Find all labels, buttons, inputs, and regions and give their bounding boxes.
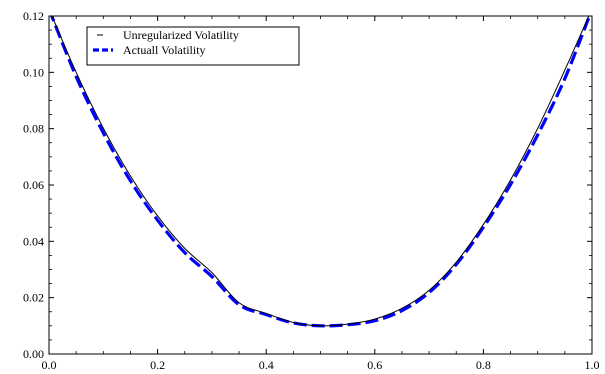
- legend-label: Actuall Volatility: [123, 43, 206, 57]
- x-tick-label: 0.4: [259, 358, 274, 372]
- x-tick-label: 1.0: [585, 358, 600, 372]
- y-tick-label: 0.00: [23, 347, 44, 361]
- y-tick-label: 0.10: [23, 65, 44, 79]
- y-tick-label: 0.02: [23, 291, 44, 305]
- x-tick-label: 0.8: [476, 358, 491, 372]
- x-tick-label: 0.2: [150, 358, 165, 372]
- legend-box: [86, 26, 300, 66]
- y-tick-label: 0.06: [23, 178, 44, 192]
- y-tick-label: 0.04: [23, 234, 44, 248]
- y-axis: 0.00 0.02 0.04 0.06 0.08 0.10 0.12: [23, 9, 592, 361]
- series-line-unregularized-volatility: [51, 16, 590, 327]
- x-tick-label: 0.6: [367, 358, 382, 372]
- y-tick-label: 0.12: [23, 9, 44, 23]
- x-tick-label: 0.0: [42, 358, 57, 372]
- legend-label: Unregularized Volatility: [123, 28, 239, 42]
- x-axis: 0.0 0.2 0.4 0.6 0.8 1.0: [42, 16, 600, 372]
- y-tick-label: 0.08: [23, 122, 44, 136]
- plot-curves: [50, 16, 592, 328]
